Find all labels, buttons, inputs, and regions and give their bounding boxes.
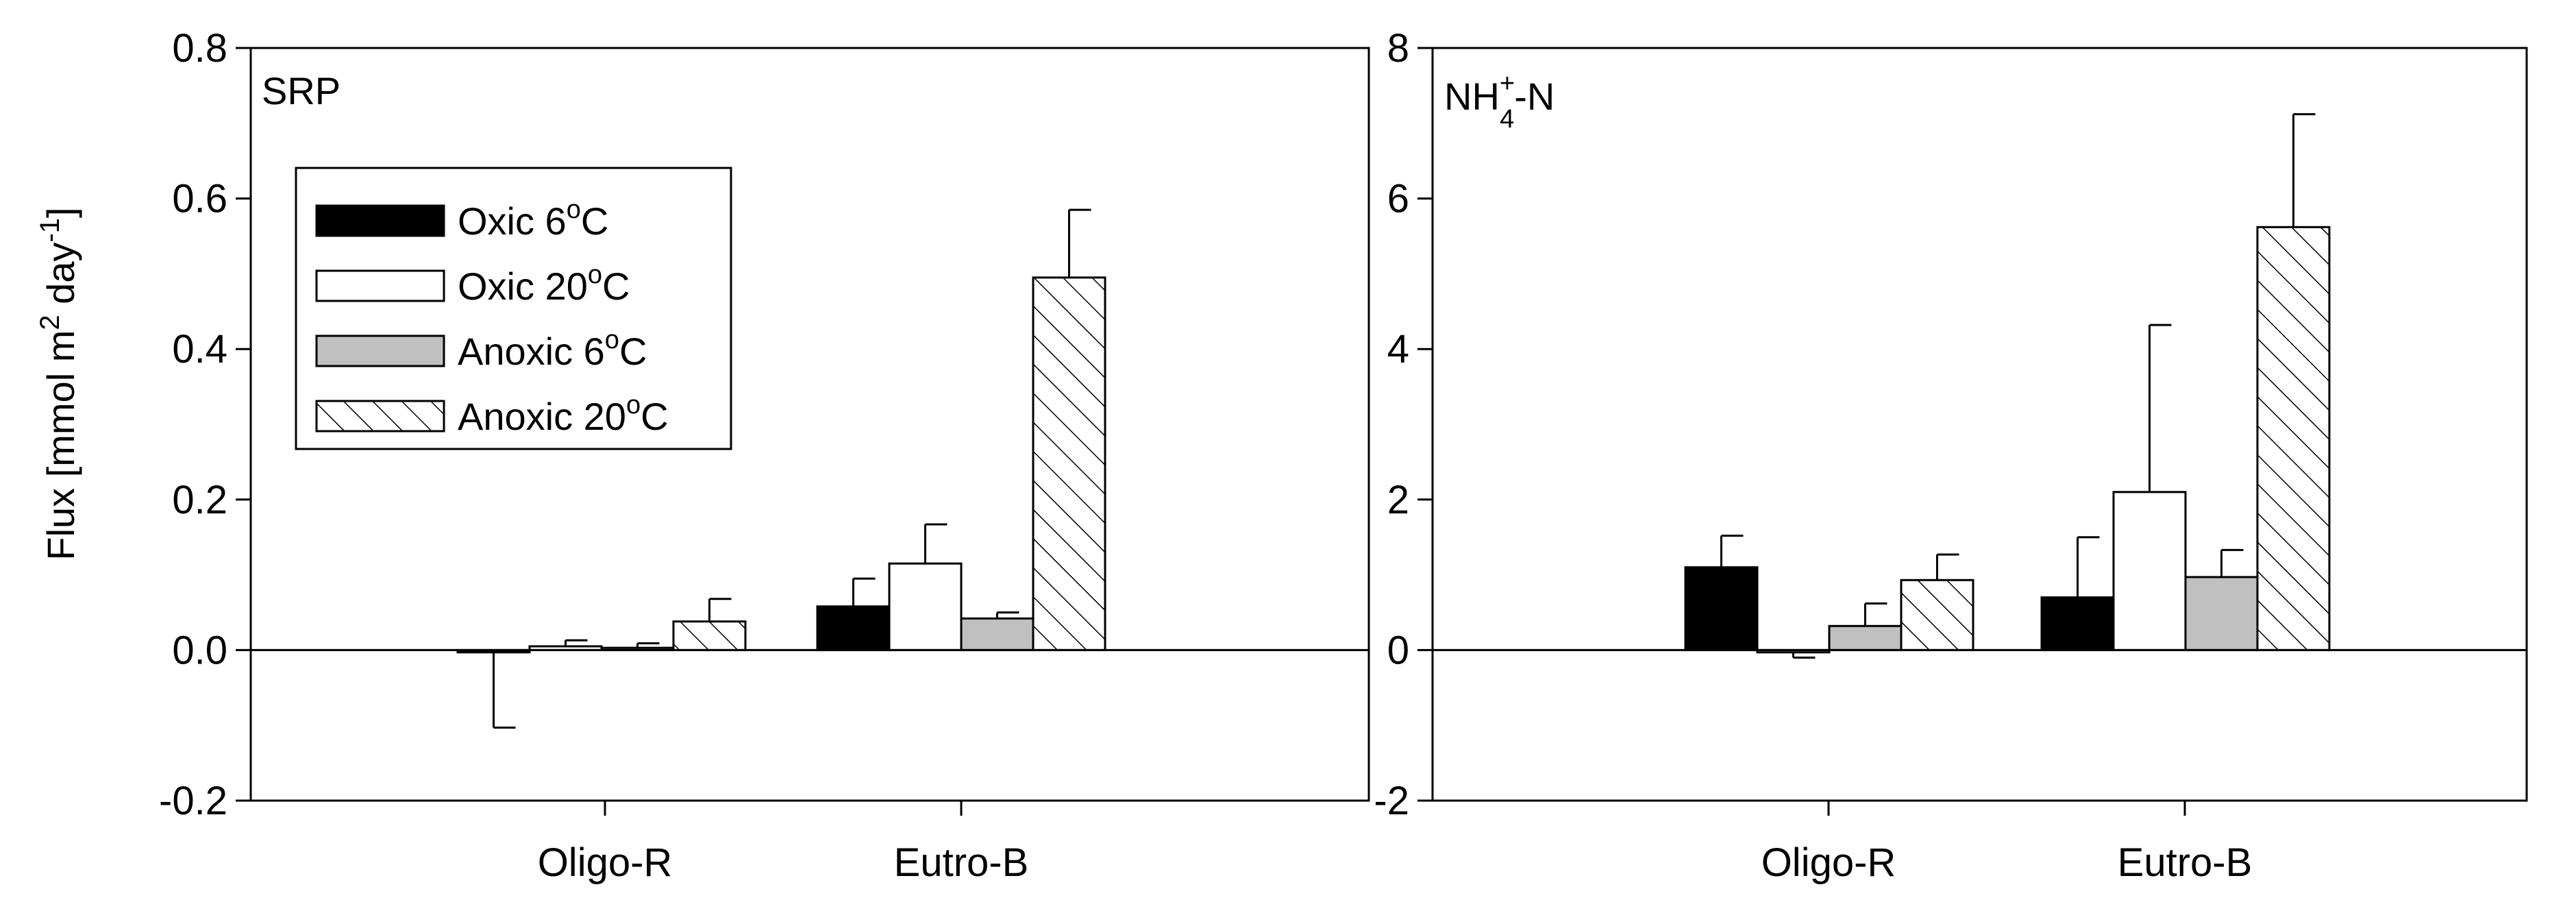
y-tick-label: -0.2 bbox=[159, 779, 227, 823]
legend-swatch bbox=[315, 400, 445, 433]
y-tick-label: 8 bbox=[1387, 26, 1409, 71]
bar bbox=[2112, 491, 2187, 651]
srp-panel-label: SRP bbox=[262, 69, 340, 112]
y-tick-label: 0.4 bbox=[172, 327, 227, 372]
nh4-panel: -2 0 2 4 6 8 Oligo-R Eutro-B bbox=[1374, 26, 2528, 885]
legend-entry: Oxic 6oC bbox=[458, 195, 608, 243]
x-category-label: Oligo-R bbox=[538, 840, 673, 885]
y-tick-label: -2 bbox=[1374, 779, 1409, 823]
x-category-label: Eutro-B bbox=[2118, 840, 2253, 885]
y-tick-label: 0 bbox=[1387, 628, 1409, 672]
legend-entry: Oxic 20oC bbox=[458, 260, 630, 308]
y-tick-label: 0.6 bbox=[172, 177, 227, 221]
bar bbox=[1032, 276, 1106, 651]
y-axis-label: Flux [mmol m2 day-1] bbox=[35, 207, 82, 560]
legend-entry: Anoxic 6oC bbox=[458, 326, 647, 373]
y-tick-label: 0.8 bbox=[172, 26, 227, 71]
plot-frame bbox=[249, 47, 1370, 802]
bar bbox=[2040, 596, 2115, 651]
nh4-panel-label: NH+ 4-N bbox=[1444, 69, 1555, 134]
legend-entry: Anoxic 20oC bbox=[458, 391, 669, 438]
y-tick-label: 0.2 bbox=[172, 478, 227, 522]
bar bbox=[1684, 566, 1759, 651]
bar bbox=[672, 620, 747, 651]
y-tick-label: 2 bbox=[1387, 478, 1409, 522]
srp-panel: -0.2 0.0 0.2 0.4 0.6 0.8 Oligo-R Eutro-B bbox=[159, 26, 1370, 885]
bar bbox=[888, 562, 963, 651]
y-tick-label: 4 bbox=[1387, 327, 1409, 372]
x-category-label: Eutro-B bbox=[894, 840, 1029, 885]
legend-swatch bbox=[315, 204, 445, 237]
bar bbox=[1900, 579, 1974, 651]
bar bbox=[960, 617, 1035, 651]
x-category-label: Oligo-R bbox=[1761, 840, 1896, 885]
legend: Oxic 6oC Oxic 20oC Anoxic 6oC Anoxic 20oC bbox=[295, 167, 732, 450]
plot-frame bbox=[1431, 47, 2528, 802]
legend-swatch bbox=[315, 269, 445, 302]
bar bbox=[816, 605, 891, 651]
y-tick-label: 0.0 bbox=[172, 628, 227, 672]
bar bbox=[2256, 226, 2331, 651]
bar bbox=[2184, 576, 2259, 651]
bar bbox=[1828, 624, 1903, 651]
legend-swatch bbox=[315, 335, 445, 367]
y-tick-label: 6 bbox=[1387, 177, 1409, 221]
